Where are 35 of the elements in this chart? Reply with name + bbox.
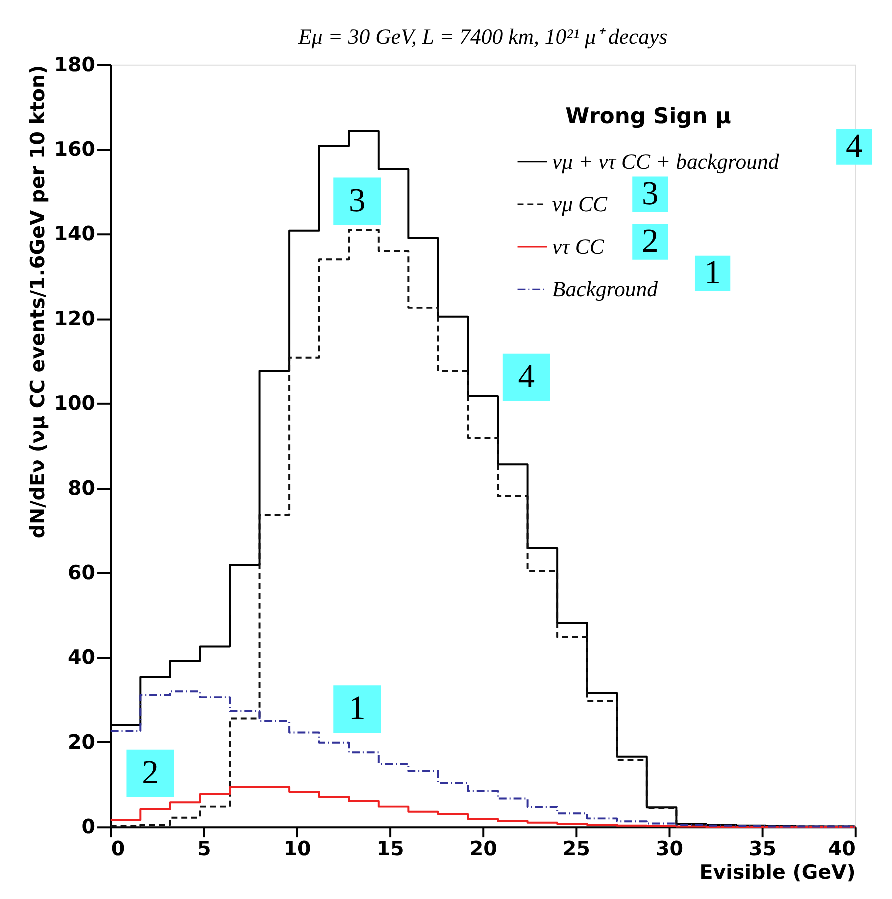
annotation: 2 xyxy=(142,754,159,792)
x-tick-label: 40 xyxy=(828,837,856,860)
annotation: 1 xyxy=(704,254,722,292)
y-tick-label: 120 xyxy=(54,307,96,330)
legend-label: νμ + ντ CC + background xyxy=(552,150,780,174)
legend-label: νμ CC xyxy=(552,192,608,216)
x-tick-label: 5 xyxy=(198,837,212,860)
y-tick-label: 180 xyxy=(54,53,96,76)
x-tick-label: 20 xyxy=(470,837,498,860)
y-tick-label: 40 xyxy=(68,646,96,670)
x-tick-label: 0 xyxy=(111,837,126,860)
y-tick-label: 60 xyxy=(68,561,96,584)
x-tick-label: 10 xyxy=(284,837,312,860)
x-tick-label: 15 xyxy=(376,837,404,860)
x-tick-label: 35 xyxy=(749,837,777,860)
annotation: 2 xyxy=(642,222,659,260)
annotation: 3 xyxy=(642,175,659,212)
chart-title: Eμ = 30 GeV, L = 7400 km, 10²¹ μ⁺ decays xyxy=(298,25,668,50)
annotation: 4 xyxy=(518,358,536,396)
y-tick-label: 160 xyxy=(54,138,96,161)
x-tick-label: 30 xyxy=(656,837,684,860)
x-axis-title: Evisible (GeV) xyxy=(700,861,856,884)
y-tick-label: 140 xyxy=(54,222,96,246)
legend-label: ντ CC xyxy=(552,234,605,259)
y-tick-label: 20 xyxy=(68,730,96,754)
y-tick-label: 80 xyxy=(68,476,96,500)
x-tick-label: 25 xyxy=(562,837,590,860)
annotation: 1 xyxy=(348,690,366,728)
y-tick-label: 100 xyxy=(54,392,96,416)
legend-label: Background xyxy=(552,278,658,302)
legend-title: Wrong Sign μ xyxy=(566,104,732,130)
annotation: 4 xyxy=(846,128,863,165)
annotation: 3 xyxy=(348,182,366,220)
y-axis-title: dN/dEν (νμ CC events/1.6GeV per 10 kton) xyxy=(26,65,50,539)
y-tick-label: 0 xyxy=(82,816,96,839)
